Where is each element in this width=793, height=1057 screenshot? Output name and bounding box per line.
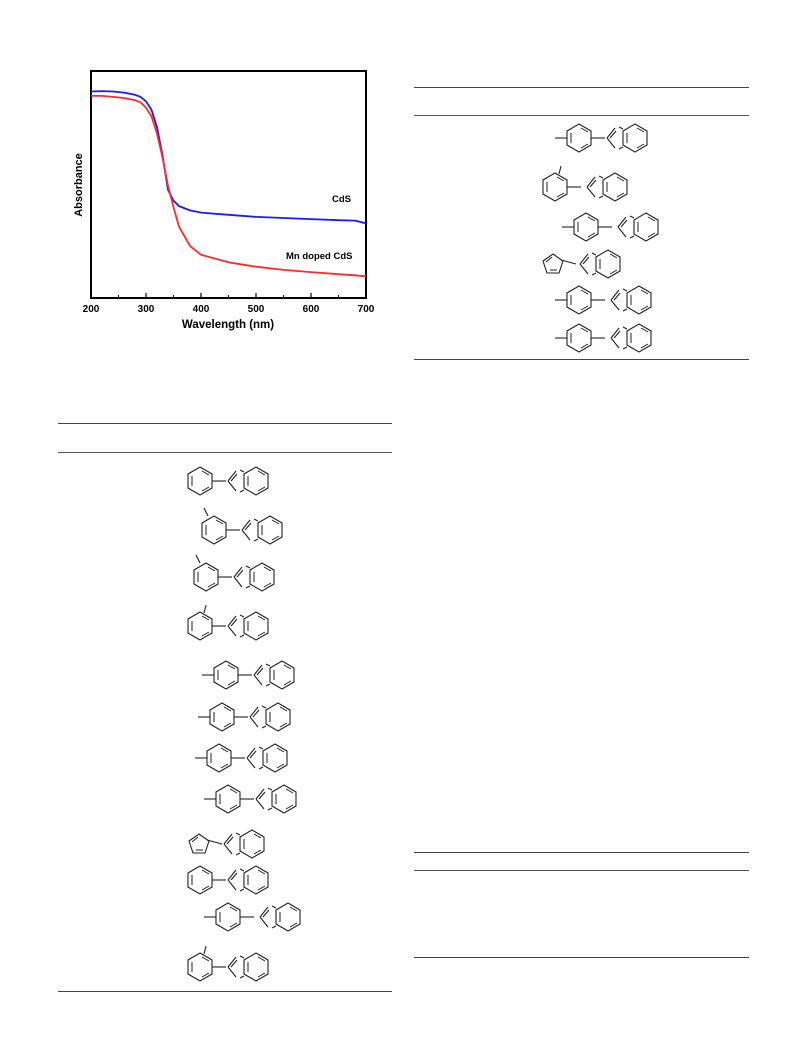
x-tick-label: 600	[303, 304, 320, 315]
right-structure-row-2	[541, 164, 641, 204]
ortho-methylphenyl-benzimidazole-icon	[542, 165, 641, 202]
series-line-mn-doped-cds	[91, 95, 367, 278]
right-structure-row-6	[555, 323, 680, 353]
para-substituted-phenyl-benzothiazole-icon	[202, 660, 327, 690]
right-table-bottom-rule	[414, 359, 749, 360]
x-axis-label: Wavelength (nm)	[182, 319, 274, 331]
ortho-methylphenyl-benzothiazole-icon	[187, 945, 286, 982]
ortho-methylphenyl-benzothiazole-icon	[187, 604, 286, 641]
meta-methylphenyl-benzothiazole-icon	[201, 507, 296, 545]
plot-frame	[90, 70, 367, 299]
right-structure-row-3	[562, 212, 687, 242]
structure-row-8	[204, 784, 329, 814]
x-tick-label: 200	[83, 304, 100, 315]
structure-row-5	[202, 660, 327, 690]
right-table-top-rule	[414, 87, 749, 88]
structure-row-1	[186, 466, 286, 496]
meta-methylphenyl-benzoxazole-icon	[193, 554, 290, 592]
structure-row-4	[186, 603, 286, 643]
x-tick-label: 400	[193, 304, 210, 315]
phenyl-benzoxazole-icon	[187, 865, 286, 895]
structure-row-7	[195, 743, 320, 773]
y-axis-label: Absorbance	[73, 153, 85, 217]
right-table2-bottom-rule	[414, 957, 749, 958]
right-table2-top-rule	[414, 852, 749, 853]
phenyl-benzothiazole-icon	[187, 466, 286, 496]
series-line-cds	[90, 90, 367, 225]
thienyl-benzimidazole-icon	[188, 829, 286, 859]
annotation-cds: CdS	[332, 194, 351, 205]
right-structure-row-5	[555, 285, 680, 315]
structure-row-3	[190, 553, 290, 595]
right-table-header-rule	[414, 115, 749, 116]
para-substituted-phenyl-benzothiazole-icon	[204, 784, 329, 814]
structure-row-12	[186, 944, 286, 984]
structure-row-11	[204, 902, 329, 932]
left-table-top-rule	[58, 423, 392, 424]
structure-row-2	[196, 506, 296, 548]
para-substituted-phenyl-benzoxazole-icon	[562, 212, 687, 242]
para-substituted-phenyl-benzothiazole-icon	[555, 123, 680, 153]
x-tick-label: 500	[248, 304, 265, 315]
absorbance-chart: 200 300 400 500 600 700 CdS Mn doped CdS Wave…	[73, 70, 375, 331]
structure-row-6	[198, 702, 323, 732]
right-structure-row-4	[540, 249, 640, 279]
left-table-header-rule	[58, 452, 392, 453]
structure-row-9	[186, 829, 286, 859]
thienyl-benzothiazole-icon	[542, 249, 640, 279]
para-substituted-phenyl-benzimidazole-icon	[198, 702, 323, 732]
right-structure-row-1	[555, 123, 680, 153]
para-substituted-phenyl-benzimidazole-icon	[555, 285, 680, 315]
right-table2-header-rule	[414, 870, 749, 871]
para-substituted-phenyl-benzoxazole-icon	[195, 743, 320, 773]
series-group	[90, 90, 367, 278]
annotation-mn-doped-cds: Mn doped CdS	[286, 251, 353, 262]
left-table-bottom-rule	[58, 991, 392, 992]
para-substituted-phenyl-benzimidazole-icon	[204, 902, 329, 932]
x-tick-label: 300	[138, 304, 155, 315]
para-substituted-phenyl-benzothiazole-icon	[555, 323, 680, 353]
structure-row-10	[186, 865, 286, 895]
x-tick-label: 700	[358, 304, 375, 315]
x-ticks: 200 300 400 500 600 700	[83, 293, 375, 315]
